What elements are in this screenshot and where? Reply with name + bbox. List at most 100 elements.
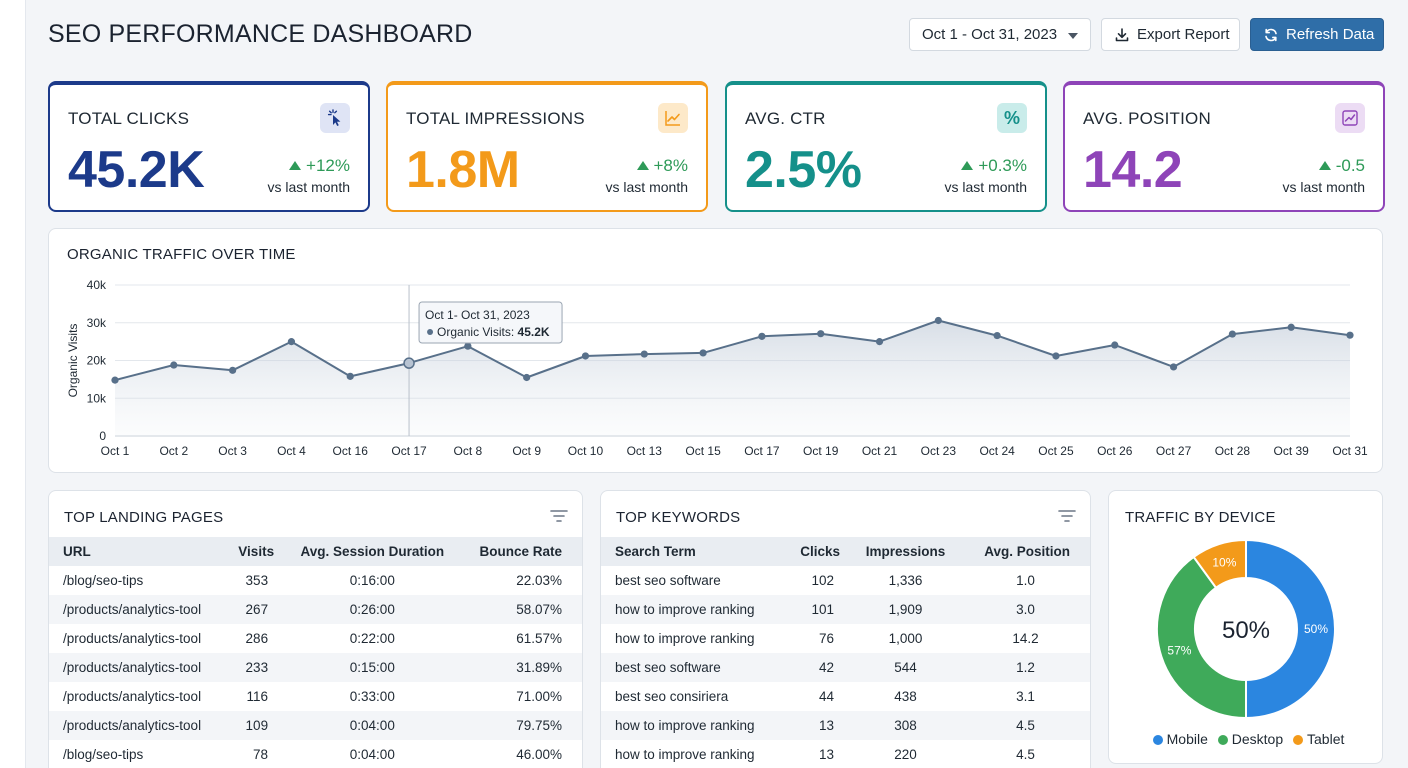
search-term-cell[interactable]: how to improve ranking [615,747,755,762]
visits-cell: 78 [253,747,269,762]
kpi-card-avg-position: AVG. POSITION 14.2 -0.5 vs last month [1063,81,1385,212]
device-donut-chart: 50% 57% 10% 50% [1156,538,1336,720]
table-row[interactable]: best seo consiriera 44 438 3.1 [601,682,1090,711]
kpi-delta: +8% [636,156,688,176]
visits-cell: 109 [223,711,285,740]
avg-position-cell: 14.2 [1012,631,1039,646]
x-tick-label: Oct 3 [218,444,247,458]
tooltip-value: 45.2K [518,325,550,339]
x-tick-label: Oct 9 [512,444,541,458]
refresh-data-button[interactable]: Refresh Data [1250,18,1384,51]
url-cell[interactable]: /products/analytics-tool [49,595,224,624]
search-term-cell[interactable]: how to improve ranking [601,595,784,624]
data-point [403,357,415,369]
search-term-cell[interactable]: best seo consiriera [615,689,729,704]
table-row[interactable]: best seo software 102 1,336 1.0 [601,566,1090,595]
url-cell[interactable]: /products/analytics-tool [49,653,224,682]
x-tick-label: Oct 19 [803,444,839,458]
table-row[interactable]: /products/analytics-tool 116 0:33:00 71.… [49,682,582,711]
kpi-value: 2.5% [745,141,862,199]
keywords-table: Search Term Clicks Impressions Avg. Posi… [601,537,1090,768]
x-tick-label: Oct 31 [1332,444,1368,458]
table-row[interactable]: /products/analytics-tool 286 0:22:00 61.… [49,624,582,653]
header: SEO PERFORMANCE DASHBOARD Oct 1 - Oct 31… [48,18,1384,52]
column-header[interactable]: Avg. Position [960,537,1090,566]
url-cell[interactable]: /blog/seo-tips [63,573,144,588]
series-area [115,320,1350,436]
data-point [523,373,531,382]
data-point [1052,352,1060,360]
search-term-cell[interactable]: best seo software [615,573,721,588]
table-row[interactable]: /products/analytics-tool 233 0:15:00 31.… [49,653,582,682]
x-tick-label: Oct 15 [685,444,721,458]
table-row[interactable]: best seo software 42 544 1.2 [601,653,1090,682]
url-cell[interactable]: /products/analytics-tool [49,711,224,740]
x-tick-label: Oct 17 [391,444,427,458]
impressions-cell: 220 [894,747,917,762]
date-range-select[interactable]: Oct 1 - Oct 31, 2023 [909,18,1091,51]
x-tick-label: Oct 27 [1156,444,1192,458]
column-header[interactable]: Avg. Session Duration [284,537,461,566]
duration-cell: 0:04:00 [284,711,461,740]
table-row[interactable]: how to improve ranking 13 308 4.5 [601,711,1090,740]
table-row[interactable]: /products/analytics-tool 109 0:04:00 79.… [49,711,582,740]
table-row[interactable]: /blog/seo-tips 78 0:04:00 46.00% [49,740,582,768]
donut-slice-desktop [1156,555,1247,720]
data-point [581,352,590,360]
data-point [287,338,296,346]
tooltip-label: Organic Visits: 45.2K [437,325,550,339]
legend-label-mobile: Mobile [1166,731,1208,747]
page-title: SEO PERFORMANCE DASHBOARD [48,20,473,48]
visits-cell: 353 [245,573,269,588]
avg-position-cell: 4.5 [1016,747,1035,762]
legend-label-desktop: Desktop [1231,731,1284,747]
column-header[interactable]: Search Term [601,537,784,566]
bounce-rate-cell: 31.89% [460,653,582,682]
kpi-label: AVG. CTR [745,109,826,128]
visits-cell: 267 [223,595,285,624]
cursor-click-icon [320,103,350,133]
url-cell[interactable]: /blog/seo-tips [63,747,144,762]
clicks-cell: 76 [818,631,834,646]
panel-title: TOP LANDING PAGES [64,509,224,526]
column-header[interactable]: URL [49,537,224,566]
visits-cell: 286 [245,631,269,646]
column-header[interactable]: Visits [223,537,285,566]
slice-label: 57% [1167,644,1191,658]
table-row[interactable]: how to improve ranking 13 220 4.5 [601,740,1090,768]
table-row[interactable]: how to improve ranking 76 1,000 14.2 [601,624,1090,653]
table-row[interactable]: how to improve ranking 101 1,909 3.0 [601,595,1090,624]
bounce-rate-cell: 61.57% [516,631,562,646]
impressions-cell: 544 [849,653,961,682]
export-report-label: Export Report [1137,26,1230,43]
kpi-label: TOTAL IMPRESSIONS [406,109,585,128]
filter-icon[interactable] [1058,509,1076,523]
duration-cell: 0:15:00 [284,653,461,682]
url-cell[interactable]: /products/analytics-tool [63,631,202,646]
duration-cell: 0:04:00 [349,747,395,762]
export-report-button[interactable]: Export Report [1101,18,1240,51]
column-header[interactable]: Impressions [849,537,961,566]
avg-position-cell: 3.1 [1016,689,1035,704]
search-term-cell[interactable]: best seo software [601,653,784,682]
kpi-note: vs last month [267,179,350,195]
kpi-note: vs last month [605,179,688,195]
traffic-by-device-panel: TRAFFIC BY DEVICE 50% 57% 10% 50% Mobile De… [1108,490,1383,764]
data-point [1287,323,1295,331]
table-row[interactable]: /blog/seo-tips 353 0:16:00 22.03% [49,566,582,595]
bounce-rate-cell: 22.03% [516,573,562,588]
search-term-cell[interactable]: how to improve ranking [615,631,755,646]
data-point [1228,330,1236,338]
kpi-delta: -0.5 [1318,156,1365,176]
x-tick-label: Oct 8 [454,444,483,458]
tooltip-box [418,301,563,344]
clicks-cell: 13 [818,747,834,762]
search-term-cell[interactable]: how to improve ranking [601,711,784,740]
filter-icon[interactable] [550,509,568,523]
table-row[interactable]: /products/analytics-tool 267 0:26:00 58.… [49,595,582,624]
tooltip-title: Oct 1- Oct 31, 2023 [425,308,530,322]
y-tick-label: 30k [87,316,107,330]
column-header[interactable]: Bounce Rate [460,537,582,566]
url-cell[interactable]: /products/analytics-tool [63,689,202,704]
column-header[interactable]: Clicks [783,537,850,566]
